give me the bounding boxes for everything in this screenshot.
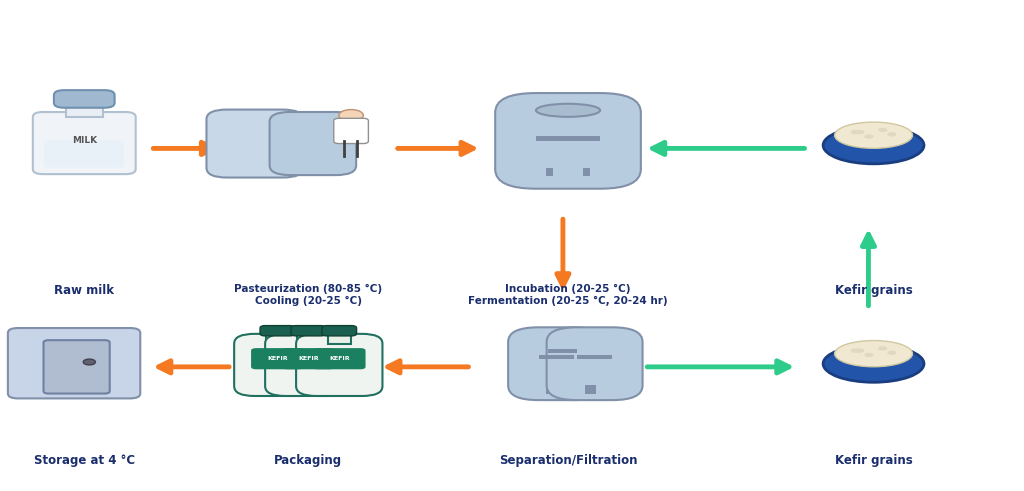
Circle shape [864,353,873,357]
Ellipse shape [823,127,924,164]
Bar [548,349,578,353]
Text: Separation/Filtration: Separation/Filtration [499,454,637,467]
Circle shape [888,132,896,136]
Bar [328,333,350,344]
FancyBboxPatch shape [313,348,366,369]
Circle shape [879,128,888,132]
Bar [578,355,612,359]
Circle shape [879,346,888,351]
FancyBboxPatch shape [260,326,295,336]
FancyBboxPatch shape [496,93,641,189]
Text: KEFIR: KEFIR [267,356,288,361]
Bar [297,333,319,344]
FancyBboxPatch shape [54,90,115,108]
Circle shape [888,351,896,355]
FancyBboxPatch shape [33,112,136,174]
FancyBboxPatch shape [265,334,351,396]
FancyBboxPatch shape [8,328,140,398]
Circle shape [855,130,864,135]
Circle shape [339,109,364,121]
FancyBboxPatch shape [269,112,356,175]
Bar [546,168,553,176]
FancyBboxPatch shape [207,109,303,178]
FancyBboxPatch shape [251,348,304,369]
FancyBboxPatch shape [296,334,382,396]
FancyBboxPatch shape [547,327,643,400]
FancyBboxPatch shape [322,326,356,336]
Circle shape [851,130,860,135]
Bar [66,102,102,117]
Text: Raw milk: Raw milk [54,284,115,298]
Ellipse shape [835,122,912,148]
Circle shape [855,349,864,353]
Text: Storage at 4 °C: Storage at 4 °C [34,454,135,467]
Ellipse shape [536,104,600,117]
Text: KEFIR: KEFIR [298,356,318,361]
Text: MILK: MILK [72,136,97,145]
Text: KEFIR: KEFIR [329,356,349,361]
Text: Incubation (20-25 °C)
Fermentation (20-25 °C, 20-24 hr): Incubation (20-25 °C) Fermentation (20-2… [468,284,668,306]
Bar [539,355,573,359]
Text: Packaging: Packaging [274,454,342,467]
Ellipse shape [835,341,912,367]
Bar [536,136,600,141]
FancyBboxPatch shape [282,348,335,369]
Text: Pasteurization (80-85 °C)
Cooling (20-25 °C): Pasteurization (80-85 °C) Cooling (20-25… [234,284,382,306]
FancyBboxPatch shape [508,327,604,400]
Bar [266,333,289,344]
FancyBboxPatch shape [334,118,369,143]
FancyBboxPatch shape [234,334,321,396]
FancyBboxPatch shape [43,340,110,394]
Bar [585,384,596,394]
Text: Kefir grains: Kefir grains [835,284,912,298]
Text: Kefir grains: Kefir grains [835,454,912,467]
Circle shape [851,349,860,353]
Bar [546,384,557,394]
Circle shape [83,359,95,365]
Ellipse shape [823,345,924,382]
FancyBboxPatch shape [44,140,124,167]
Bar [583,168,590,176]
Circle shape [864,135,873,138]
FancyBboxPatch shape [291,326,326,336]
